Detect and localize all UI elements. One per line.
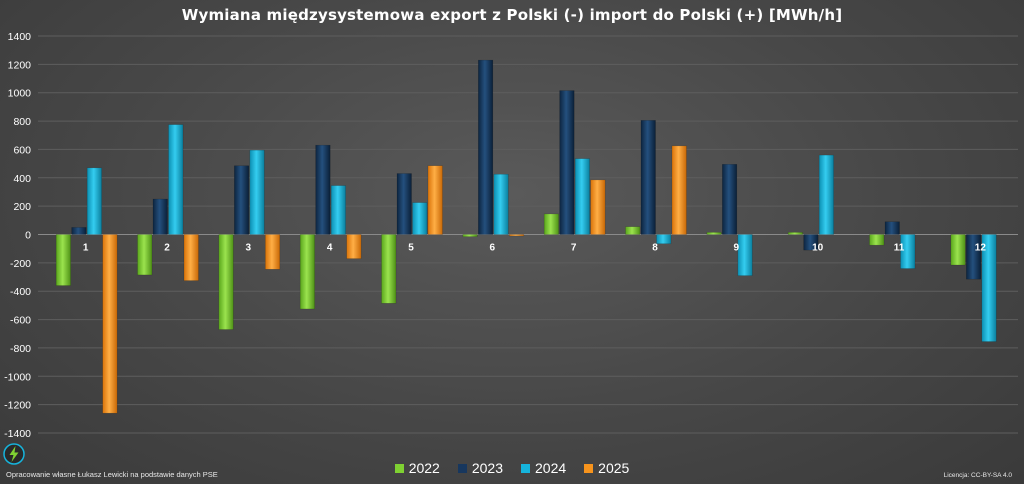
legend-item-2024: 2024 [521, 460, 566, 476]
bar-2022-12 [950, 234, 966, 266]
y-tick-label: 400 [13, 173, 31, 185]
legend-item-2023: 2023 [457, 460, 503, 476]
bar-2022-2 [137, 234, 153, 276]
bar-2022-10 [787, 232, 803, 235]
bar-2022-9 [706, 232, 722, 235]
y-tick-label: 0 [25, 230, 31, 242]
bar-2025-1 [102, 234, 118, 414]
license-note: Licencja: CC-BY-SA 4.0 [943, 472, 1012, 479]
legend-swatch-2022 [394, 463, 404, 473]
y-tick-label: 1400 [8, 31, 32, 43]
bar-2023-10 [803, 234, 819, 251]
legend-item-2025: 2025 [584, 460, 629, 476]
bar-2022-4 [299, 234, 315, 310]
bar-2024-7 [574, 158, 590, 235]
x-tick-label: 6 [490, 243, 496, 254]
legend-label-2022: 2022 [408, 460, 440, 476]
legend-swatch-2023 [457, 463, 467, 473]
y-tick-label: -1400 [4, 428, 31, 440]
x-tick-label: 1 [83, 243, 89, 254]
bar-2023-12 [966, 234, 982, 280]
bar-2025-2 [183, 234, 199, 281]
bar-2022-11 [869, 234, 885, 246]
bar-2024-5 [412, 202, 428, 235]
bar-2024-3 [249, 149, 265, 235]
bar-2024-2 [168, 124, 184, 235]
x-tick-label: 3 [246, 243, 252, 254]
bar-2022-5 [381, 234, 397, 304]
x-tick-label: 7 [571, 243, 577, 254]
bar-2023-11 [884, 221, 900, 235]
chart-title: Wymiana międzysystemowa export z Polski … [181, 6, 843, 24]
legend-item-2022: 2022 [394, 460, 440, 476]
y-tick-label: -800 [10, 343, 31, 355]
y-tick-label: 1000 [8, 88, 32, 100]
bar-2023-9 [722, 164, 738, 235]
bar-2024-6 [493, 173, 509, 235]
bar-2023-4 [315, 144, 331, 235]
y-tick-label: 600 [13, 144, 31, 156]
bar-2023-8 [640, 120, 656, 235]
bar-2025-7 [590, 179, 606, 235]
x-tick-label: 4 [327, 243, 333, 254]
x-tick-label: 9 [734, 243, 740, 254]
bar-2024-8 [656, 234, 672, 244]
y-tick-label: 1200 [8, 59, 32, 71]
bar-2025-4 [346, 234, 362, 259]
bar-2022-7 [543, 213, 559, 235]
bar-2023-3 [234, 165, 250, 235]
bar-2024-12 [981, 234, 997, 342]
bar-2023-7 [559, 90, 575, 235]
y-tick-label: -1200 [4, 400, 31, 412]
bar-2023-2 [152, 198, 168, 235]
y-tick-label: -200 [10, 258, 31, 270]
y-tick-label: -400 [10, 286, 31, 298]
x-tick-label: 8 [652, 243, 658, 254]
bar-2024-4 [330, 185, 346, 235]
y-tick-label: 800 [13, 116, 31, 128]
bar-2023-5 [396, 173, 412, 235]
bar-2022-8 [625, 226, 641, 235]
x-tick-label: 2 [164, 243, 170, 254]
bar-2023-1 [71, 227, 87, 235]
lightning-logo-icon [3, 443, 25, 465]
legend-label-2025: 2025 [598, 460, 630, 476]
bar-2022-6 [462, 234, 478, 237]
bar-2022-1 [55, 234, 71, 286]
x-tick-label: 5 [408, 243, 414, 254]
legend: 2022 2023 2024 2025 [0, 460, 1024, 476]
bar-2024-1 [86, 167, 102, 235]
bar-2022-3 [218, 234, 234, 330]
x-tick-label: 12 [975, 243, 987, 254]
y-tick-label: -600 [10, 315, 31, 327]
source-note: Opracowanie własne Łukasz Lewicki na pod… [6, 470, 218, 479]
y-tick-label: -1000 [4, 371, 31, 383]
x-tick-label: 10 [812, 243, 824, 254]
bar-2024-10 [818, 154, 834, 235]
y-tick-label: 200 [13, 201, 31, 213]
bar-2025-6 [509, 234, 525, 237]
legend-swatch-2024 [521, 463, 530, 473]
bar-2025-3 [265, 234, 281, 270]
bar-2025-8 [671, 145, 687, 235]
legend-label-2024: 2024 [535, 460, 567, 476]
bar-2025-5 [427, 165, 443, 235]
bar-2023-6 [478, 59, 494, 235]
bar-2024-11 [900, 234, 916, 269]
legend-label-2023: 2023 [471, 460, 503, 476]
legend-swatch-2025 [584, 463, 594, 473]
x-tick-label: 11 [894, 243, 905, 254]
bar-2024-9 [737, 234, 753, 276]
